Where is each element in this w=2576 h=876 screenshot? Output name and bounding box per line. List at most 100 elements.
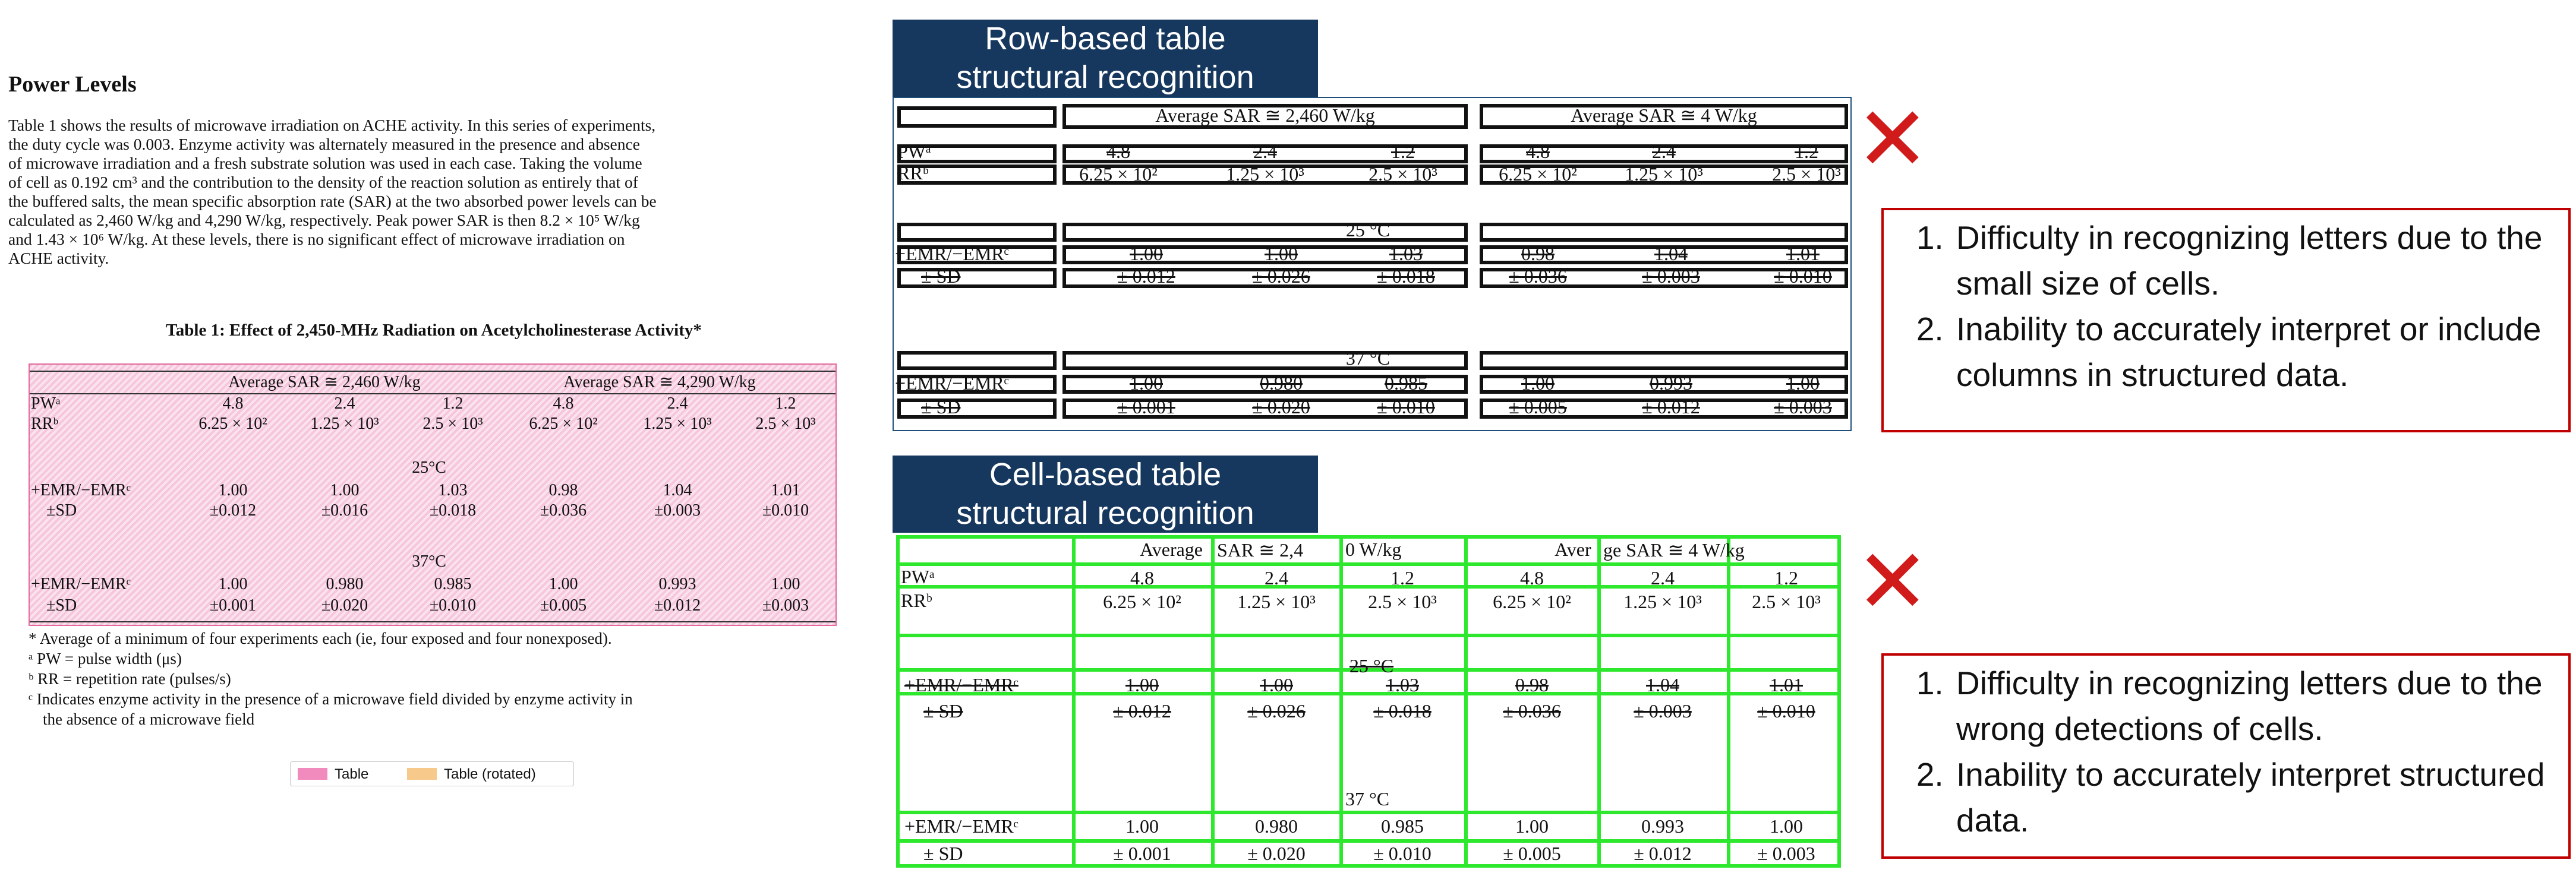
- cell: 1.2: [1774, 567, 1798, 589]
- cell-based-header: Cell-based table structural recognition: [893, 456, 1318, 533]
- cell: ± 0.018: [1377, 265, 1435, 287]
- cell: 2.5 × 10³: [1369, 163, 1437, 185]
- cell: ±0.003: [654, 501, 701, 520]
- table-caption: Table 1: Effect of 2,450-MHz Radiation o…: [166, 321, 702, 340]
- cell: 0.993: [658, 575, 696, 593]
- row-label-sd: ±SD: [46, 596, 77, 615]
- cell: ± 0.020: [1247, 843, 1306, 864]
- header-fragment: SAR ≅ 2,4: [1217, 539, 1304, 561]
- table-header-rule: [30, 393, 835, 394]
- paragraph-line: the duty cycle was 0.003. Enzyme activit…: [8, 135, 640, 153]
- header-line: Cell-based table: [989, 457, 1222, 492]
- temperature-label: 37 °C: [1345, 347, 1391, 369]
- detected-row-box: [1062, 223, 1468, 242]
- paragraph-line: ACHE activity.: [8, 249, 109, 267]
- cell: 0.980: [1255, 815, 1298, 837]
- cell: ±0.018: [429, 501, 477, 520]
- cell: ± 0.012: [1642, 396, 1700, 418]
- detected-row-box: [897, 268, 1057, 288]
- cell: ± 0.026: [1247, 700, 1306, 722]
- group-header: Average SAR ≅ 2,460 W/kg: [1155, 105, 1375, 126]
- cell: 1.01: [771, 481, 800, 499]
- cell: ±0.012: [654, 596, 701, 615]
- cell: 6.25 × 10²: [1499, 163, 1577, 185]
- row-label-rr: RRᵇ: [31, 415, 59, 433]
- detected-row-box: [897, 106, 1057, 128]
- detected-row-box: [1062, 351, 1468, 370]
- detected-row-box: [897, 351, 1057, 370]
- detected-row-box: [1062, 268, 1468, 288]
- cell: 1.00: [1265, 243, 1298, 264]
- cell: ± 0.010: [1373, 843, 1432, 864]
- cell: ± 0.001: [1117, 396, 1175, 418]
- cell: 1.00: [771, 575, 800, 593]
- detected-row-line: [896, 692, 1841, 695]
- row-label-pw: PWᵃ: [31, 394, 61, 413]
- cell: ± 0.010: [1377, 396, 1435, 418]
- cell: 6.25 × 10²: [1079, 163, 1158, 185]
- cell: ±0.016: [321, 501, 368, 520]
- footnote: * Average of a minimum of four experimen…: [29, 630, 612, 647]
- cell: 2.4: [1651, 567, 1675, 589]
- cell: 1.03: [438, 481, 468, 499]
- cell: ± 0.012: [1113, 700, 1171, 722]
- legend-label: Table (rotated): [444, 766, 536, 782]
- cell: 2.4: [334, 394, 355, 413]
- row-label-emr: +EMR/−EMRᶜ: [904, 815, 1019, 837]
- paragraph-line: of cell as 0.192 cm³ and the contributio…: [8, 173, 638, 191]
- detected-column-line: [1727, 535, 1730, 868]
- cell: 1.03: [1389, 243, 1423, 264]
- cell: 2.5 × 10³: [1752, 591, 1821, 612]
- failure-x-icon: ✕: [1855, 88, 1930, 191]
- row-based-issues: Difficulty in recognizing letters due to…: [1881, 208, 2571, 432]
- detected-row-box: [1062, 399, 1468, 419]
- cell: 1.25 × 10³: [1625, 163, 1703, 185]
- header-fragment: Aver: [1555, 539, 1591, 560]
- failure-x-icon: ✕: [1855, 530, 1930, 634]
- row-label-sd: ± SD: [921, 265, 961, 287]
- cell: ± 0.020: [1252, 396, 1310, 418]
- detected-row-line: [896, 562, 1841, 566]
- cell: 0.985: [1385, 372, 1427, 394]
- detected-row-box: [1062, 104, 1468, 129]
- cell: ±0.010: [429, 596, 477, 615]
- table-bottom-rule: [30, 621, 835, 622]
- cell: 1.01: [1786, 243, 1820, 264]
- cell: ± 0.012: [1634, 843, 1692, 864]
- cell: 1.00: [218, 481, 248, 499]
- detected-column-line: [1464, 535, 1468, 868]
- cell: ±0.001: [209, 596, 257, 615]
- cell: 1.25 × 10³: [310, 415, 379, 433]
- cell: 0.980: [326, 575, 364, 593]
- cell: 0.98: [1515, 674, 1549, 695]
- detected-column-line: [1072, 535, 1076, 868]
- group-header: Average SAR ≅ 4 W/kg: [1571, 105, 1757, 126]
- row-label-sd: ± SD: [921, 396, 961, 418]
- row-based-header: Row-based table structural recognition: [893, 20, 1318, 97]
- cell: 1.00: [1786, 372, 1820, 394]
- detected-row-line: [896, 668, 1841, 672]
- cell: 1.2: [1795, 141, 1818, 162]
- header-fragment: 0 W/kg: [1345, 539, 1402, 560]
- detected-row-line: [896, 585, 1841, 589]
- cell: 1.04: [1646, 674, 1679, 695]
- cell: 1.00: [1130, 243, 1163, 264]
- row-label-sd: ±SD: [46, 501, 77, 520]
- detection-legend: Table Table (rotated): [290, 761, 574, 786]
- detected-row-box: [1480, 245, 1848, 264]
- cell: 0.98: [548, 481, 578, 499]
- detected-column-line: [1597, 535, 1601, 868]
- cell: 4.8: [1526, 141, 1550, 162]
- cell: 0.98: [1521, 243, 1555, 264]
- header-line: Row-based table: [985, 21, 1226, 56]
- table-top-rule: [30, 371, 835, 372]
- detected-row-box: [1480, 104, 1848, 129]
- temperature-label: 37 °C: [1345, 788, 1390, 809]
- header-fragment: ge SAR ≅ 4 W/kg: [1603, 539, 1745, 561]
- group-header: Average SAR ≅ 2,460 W/kg: [228, 373, 421, 391]
- cell: ± 0.005: [1503, 843, 1561, 864]
- source-table: Average SAR ≅ 2,460 W/kg Average SAR ≅ 4…: [29, 363, 837, 626]
- detected-table-border: [896, 535, 1841, 868]
- cell: 1.2: [1391, 567, 1414, 589]
- detected-column-line: [1211, 535, 1215, 868]
